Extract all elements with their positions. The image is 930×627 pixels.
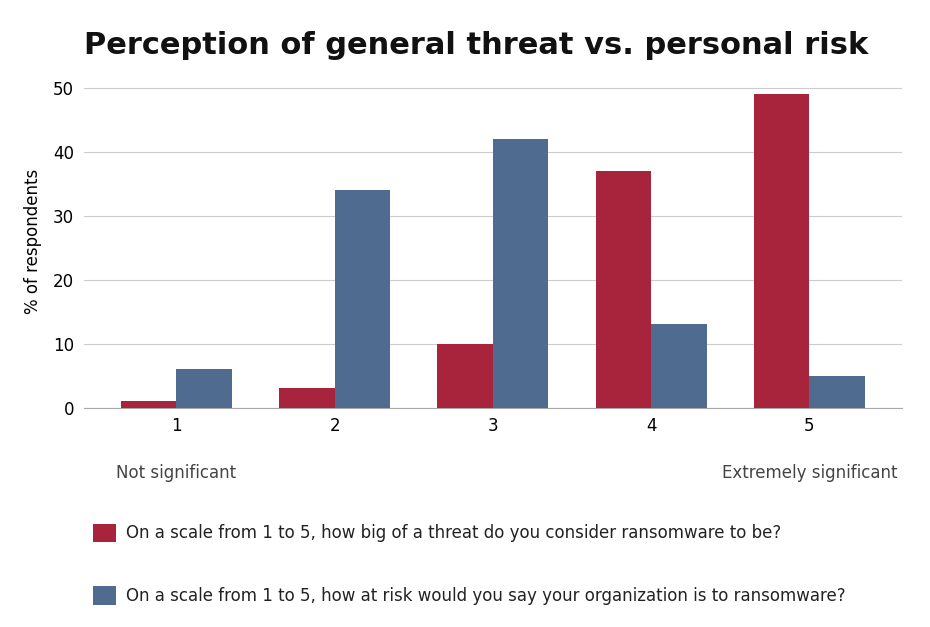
Bar: [437, 344, 493, 408]
Bar: [335, 190, 390, 408]
Bar: [754, 95, 809, 408]
Text: Not significant: Not significant: [116, 464, 236, 482]
Text: Perception of general threat vs. personal risk: Perception of general threat vs. persona…: [84, 31, 868, 60]
Bar: [177, 369, 232, 408]
Bar: [279, 388, 335, 408]
Bar: [121, 401, 177, 408]
Bar: [493, 139, 549, 408]
Text: Extremely significant: Extremely significant: [722, 464, 897, 482]
Bar: [651, 325, 707, 408]
Text: On a scale from 1 to 5, how big of a threat do you consider ransomware to be?: On a scale from 1 to 5, how big of a thr…: [126, 524, 781, 542]
Y-axis label: % of respondents: % of respondents: [24, 169, 42, 314]
Bar: [809, 376, 865, 408]
Bar: [596, 171, 651, 408]
Text: On a scale from 1 to 5, how at risk would you say your organization is to ransom: On a scale from 1 to 5, how at risk woul…: [126, 587, 845, 604]
